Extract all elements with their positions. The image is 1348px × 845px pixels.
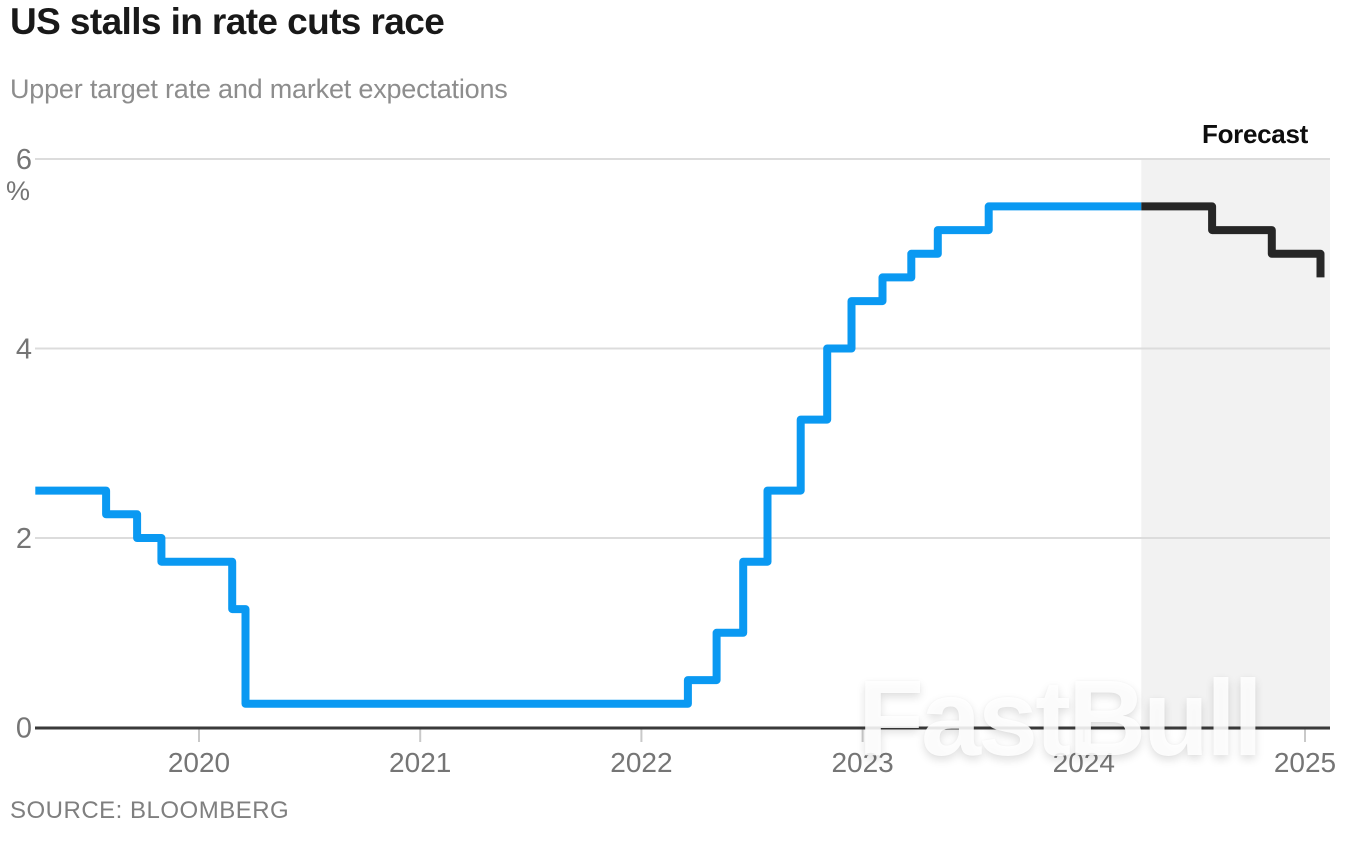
x-tick-label-2022: 2022 <box>610 747 672 778</box>
page-title: US stalls in rate cuts race <box>10 1 445 42</box>
watermark: FastBull <box>858 657 1263 778</box>
x-tick-label-2024: 2024 <box>1053 747 1115 778</box>
chart-subtitle: Upper target rate and market expectation… <box>10 74 508 104</box>
y-tick-label-2: 2 <box>16 523 32 555</box>
y-tick-label-6: 6 <box>16 144 32 176</box>
x-tick-label-2021: 2021 <box>389 747 451 778</box>
x-tick-label-2020: 2020 <box>168 747 230 778</box>
forecast-label: Forecast <box>1202 119 1308 149</box>
x-tick-label-2023: 2023 <box>831 747 893 778</box>
y-tick-label-4: 4 <box>16 334 32 366</box>
x-tick-label-2025: 2025 <box>1274 747 1336 778</box>
series-forecast <box>1141 202 1325 278</box>
source-credit: SOURCE: BLOOMBERG <box>10 797 290 824</box>
series-historical <box>35 202 1142 708</box>
y-tick-label-0: 0 <box>16 713 32 745</box>
forecast-region <box>1141 160 1330 730</box>
y-unit-label: % <box>6 176 30 206</box>
